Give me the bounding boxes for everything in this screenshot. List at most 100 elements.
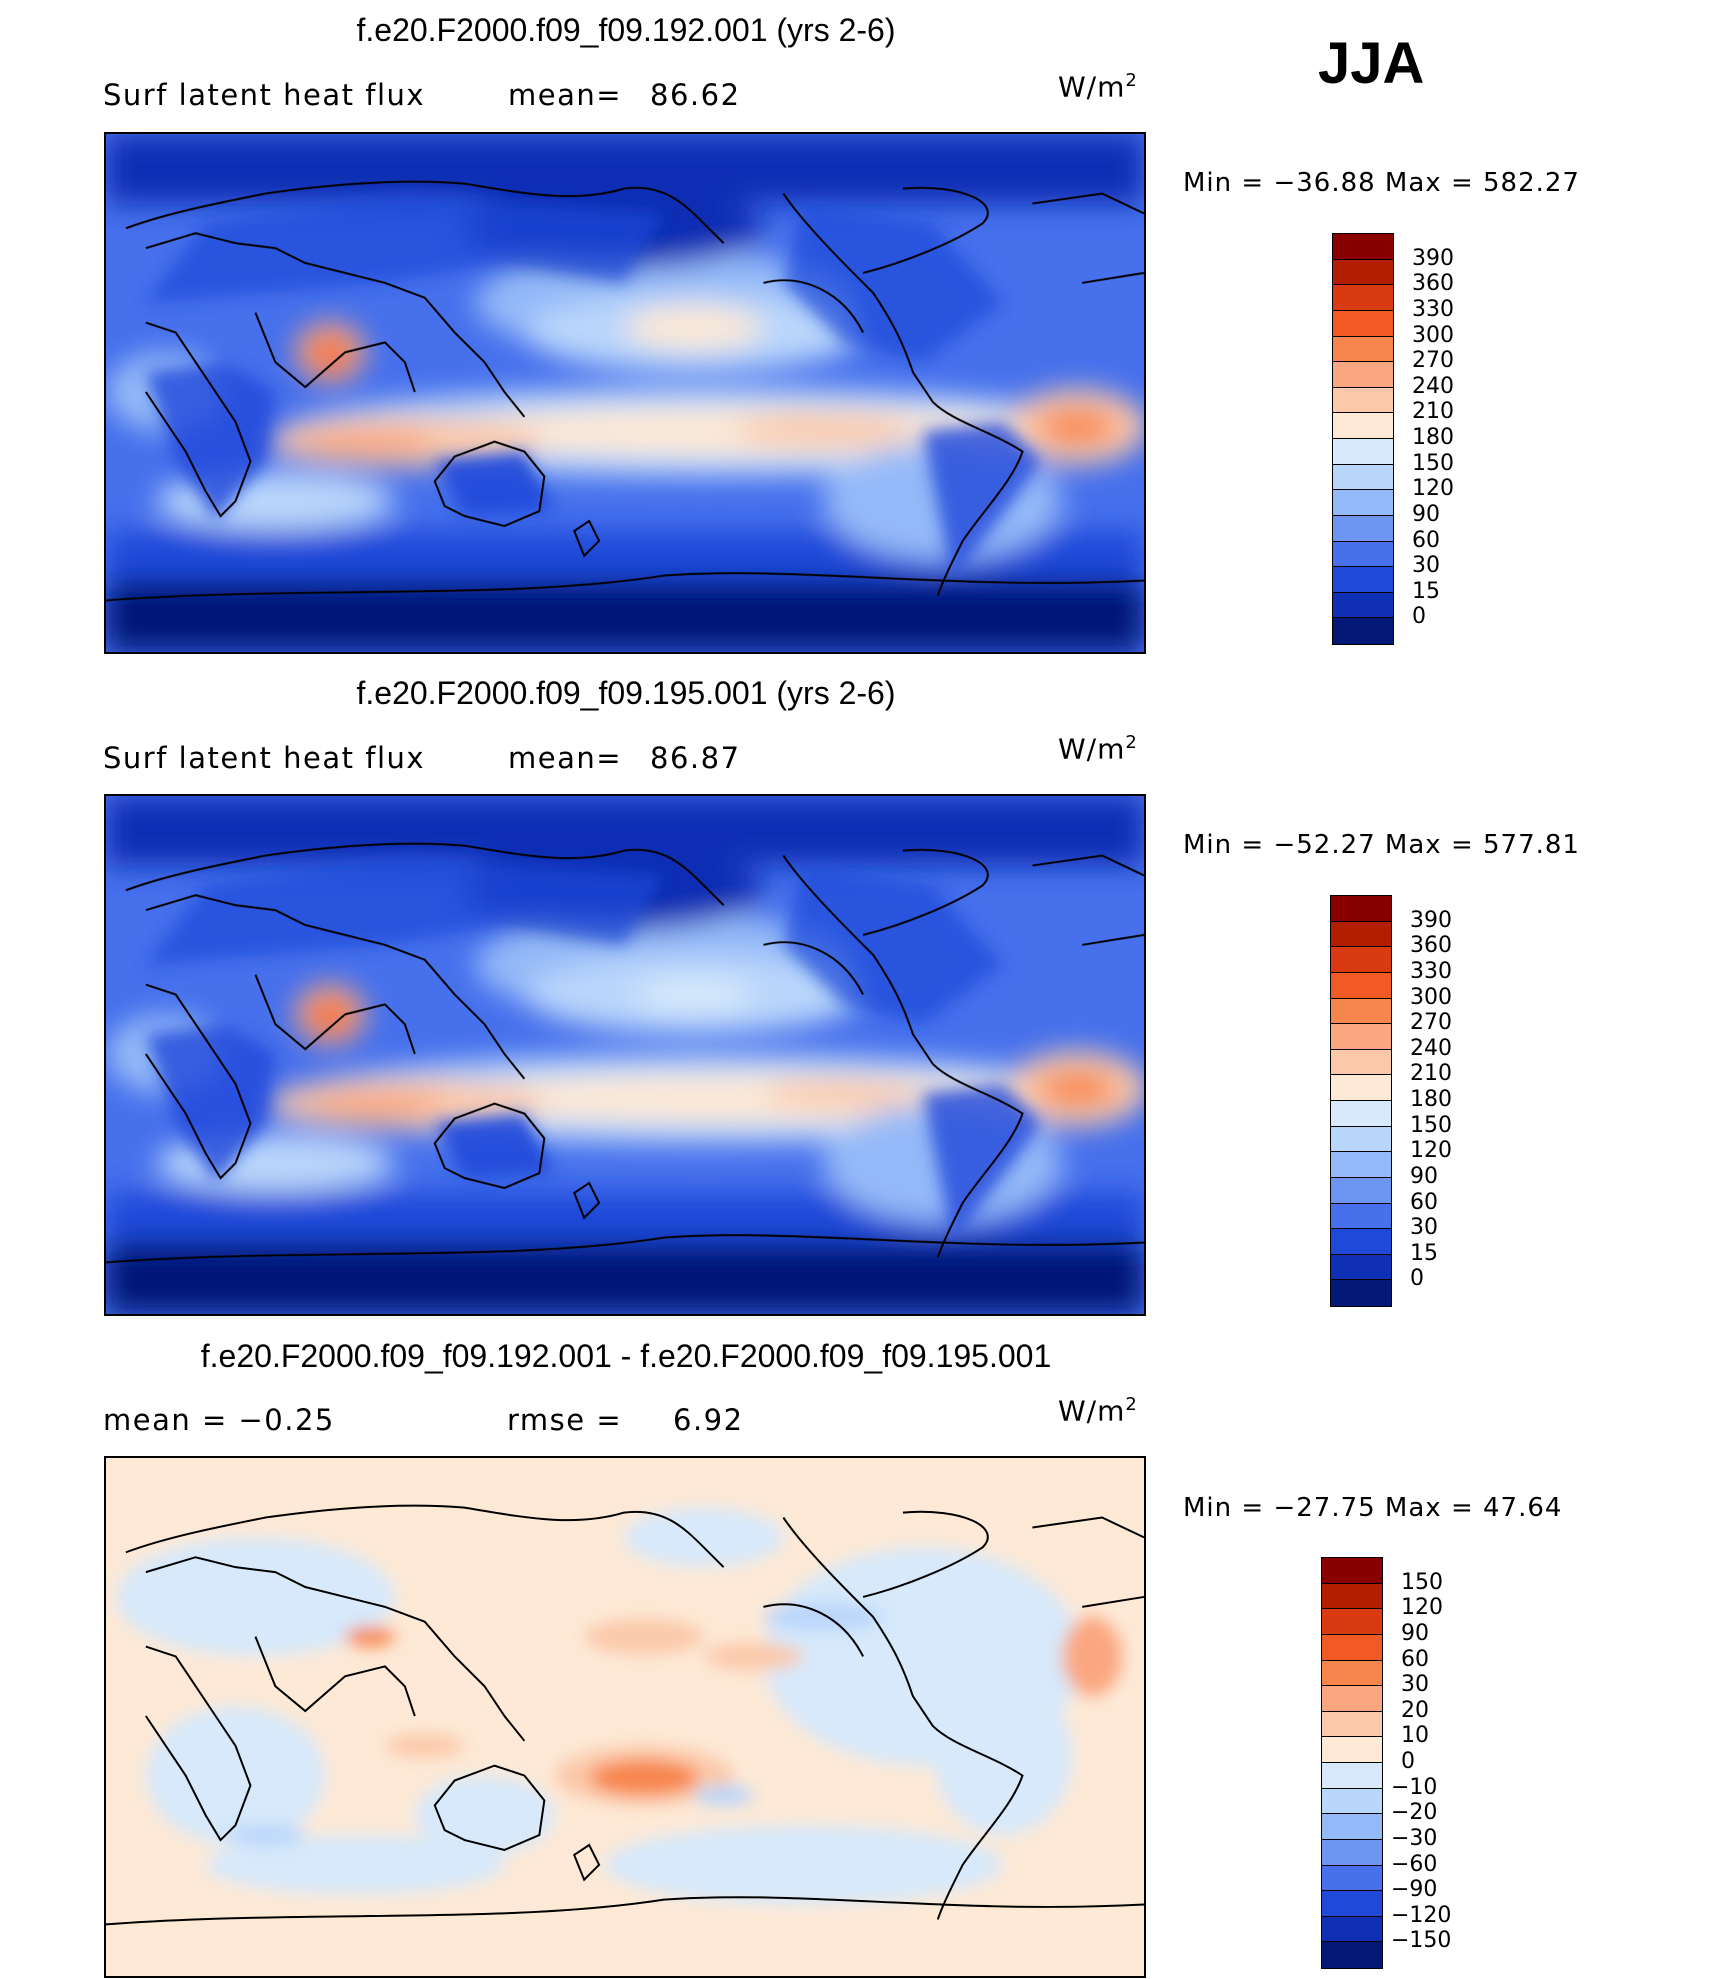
colorbar-level-label: −20 xyxy=(1391,1800,1438,1826)
colorbar-swatch xyxy=(1333,259,1393,286)
panel-2-units: W/m2 xyxy=(1058,732,1138,766)
colorbar-level-label: 240 xyxy=(1410,1035,1452,1061)
colorbar-level-label: 360 xyxy=(1410,933,1452,959)
colorbar-level-label: 390 xyxy=(1412,245,1454,271)
colorbar-swatch xyxy=(1322,1609,1382,1635)
colorbar-level-label: 90 xyxy=(1412,501,1440,527)
colorbar-swatch xyxy=(1331,921,1391,948)
colorbar-swatch xyxy=(1331,1075,1391,1101)
colorbar-swatch xyxy=(1322,1839,1382,1866)
colorbar-swatch xyxy=(1322,1737,1382,1763)
colorbar-swatch xyxy=(1333,234,1393,260)
panel-1-min-max: Min = −36.88 Max = 582.27 xyxy=(1183,168,1580,198)
panel-2-title: f.e20.F2000.f09_f09.195.001 (yrs 2-6) xyxy=(356,675,896,711)
panel-3-mean-label: mean = −0.25 xyxy=(103,1403,335,1437)
colorbar-swatch xyxy=(1333,567,1393,593)
colorbar-level-label: 150 xyxy=(1412,450,1454,476)
colorbar-swatch xyxy=(1322,1558,1382,1584)
colorbar-level-label: 30 xyxy=(1401,1672,1429,1698)
colorbar-level-label: 210 xyxy=(1410,1061,1452,1087)
panel-3-stat-value: 6.92 xyxy=(673,1403,744,1437)
panel-3-colorbar xyxy=(1321,1557,1383,1969)
colorbar-level-label: 330 xyxy=(1412,296,1454,322)
colorbar-level-label: −90 xyxy=(1391,1877,1438,1903)
panel-2-map xyxy=(104,794,1146,1316)
colorbar-swatch xyxy=(1322,1942,1382,1968)
colorbar-level-label: 270 xyxy=(1410,1010,1452,1036)
colorbar-swatch xyxy=(1333,541,1393,568)
colorbar-level-label: 270 xyxy=(1412,348,1454,374)
colorbar-level-label: 120 xyxy=(1410,1138,1452,1164)
colorbar-level-label: −120 xyxy=(1391,1902,1452,1928)
panel-3-title: f.e20.F2000.f09_f09.192.001 - f.e20.F200… xyxy=(200,1338,1052,1374)
colorbar-swatch xyxy=(1322,1916,1382,1943)
colorbar-swatch xyxy=(1331,1101,1391,1127)
colorbar-swatch xyxy=(1331,1152,1391,1178)
colorbar-level-label: 60 xyxy=(1410,1189,1438,1215)
colorbar-level-label: 60 xyxy=(1401,1646,1429,1672)
season-label: JJA xyxy=(1318,31,1425,96)
colorbar-level-label: 0 xyxy=(1410,1266,1424,1292)
colorbar-level-label: 90 xyxy=(1410,1163,1438,1189)
colorbar-swatch xyxy=(1333,592,1393,619)
panel-2-variable-label: Surf latent heat flux xyxy=(103,741,426,775)
colorbar-swatch xyxy=(1331,1177,1391,1204)
colorbar-level-label: 20 xyxy=(1401,1697,1429,1723)
colorbar-swatch xyxy=(1331,1203,1391,1230)
colorbar-swatch xyxy=(1331,998,1391,1025)
colorbar-level-label: −10 xyxy=(1391,1774,1438,1800)
panel-1-map xyxy=(104,132,1146,654)
colorbar-swatch xyxy=(1322,1788,1382,1815)
colorbar-level-label: 300 xyxy=(1412,322,1454,348)
colorbar-swatch xyxy=(1322,1634,1382,1661)
colorbar-level-label: 60 xyxy=(1412,527,1440,553)
colorbar-swatch xyxy=(1331,947,1391,973)
colorbar-level-label: −60 xyxy=(1391,1851,1438,1877)
colorbar-swatch xyxy=(1333,490,1393,516)
colorbar-swatch xyxy=(1333,515,1393,542)
colorbar-level-label: 120 xyxy=(1412,476,1454,502)
colorbar-swatch xyxy=(1322,1763,1382,1789)
colorbar-swatch xyxy=(1333,618,1393,644)
colorbar-swatch xyxy=(1331,896,1391,922)
colorbar-swatch xyxy=(1333,439,1393,465)
colorbar-level-label: 0 xyxy=(1401,1749,1415,1774)
colorbar-level-label: 0 xyxy=(1412,604,1426,630)
colorbar-level-label: 150 xyxy=(1401,1569,1443,1595)
colorbar-level-label: 180 xyxy=(1412,425,1454,450)
colorbar-swatch xyxy=(1322,1660,1382,1687)
colorbar-level-label: 30 xyxy=(1410,1215,1438,1241)
colorbar-swatch xyxy=(1322,1583,1382,1610)
colorbar-level-label: 330 xyxy=(1410,958,1452,984)
colorbar-swatch xyxy=(1331,1024,1391,1050)
colorbar-swatch xyxy=(1322,1865,1382,1892)
colorbar-swatch xyxy=(1333,413,1393,439)
colorbar-swatch xyxy=(1331,1280,1391,1306)
colorbar-level-label: 90 xyxy=(1401,1620,1429,1646)
panel-2-stat-label: mean= xyxy=(508,741,623,775)
colorbar-swatch xyxy=(1333,464,1393,491)
panel-3-min-max: Min = −27.75 Max = 47.64 xyxy=(1183,1493,1563,1523)
colorbar-swatch xyxy=(1322,1711,1382,1738)
panel-2-colorbar xyxy=(1330,895,1392,1307)
colorbar-swatch xyxy=(1322,1814,1382,1840)
colorbar-swatch xyxy=(1331,1254,1391,1281)
panel-1-stat-value: 86.62 xyxy=(650,78,741,112)
colorbar-level-label: 150 xyxy=(1410,1112,1452,1138)
colorbar-level-label: 15 xyxy=(1412,578,1440,604)
panel-1-units: W/m2 xyxy=(1058,70,1138,104)
panel-1-title: f.e20.F2000.f09_f09.192.001 (yrs 2-6) xyxy=(356,12,896,48)
colorbar-level-label: 240 xyxy=(1412,373,1454,399)
colorbar-level-label: −150 xyxy=(1391,1928,1452,1954)
colorbar-level-label: 300 xyxy=(1410,984,1452,1010)
colorbar-swatch xyxy=(1331,1229,1391,1255)
colorbar-level-label: 15 xyxy=(1410,1240,1438,1266)
colorbar-swatch xyxy=(1333,387,1393,414)
colorbar-swatch xyxy=(1331,1049,1391,1076)
panel-2-min-max: Min = −52.27 Max = 577.81 xyxy=(1183,830,1580,860)
colorbar-level-label: 360 xyxy=(1412,271,1454,297)
colorbar-swatch xyxy=(1322,1891,1382,1917)
colorbar-level-label: 120 xyxy=(1401,1595,1443,1621)
panel-1-stat-label: mean= xyxy=(508,78,623,112)
colorbar-level-label: 390 xyxy=(1410,907,1452,933)
